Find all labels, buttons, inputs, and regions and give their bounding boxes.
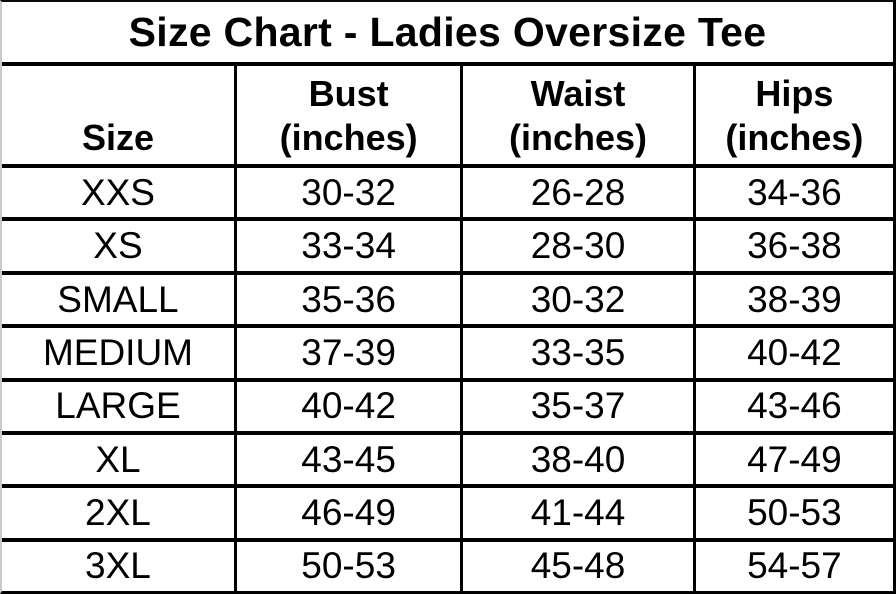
cell-waist: 35-37 [460,377,696,436]
cell-waist: 26-28 [460,166,696,222]
cell-bust: 40-42 [233,377,464,436]
table-row: XXS 30-32 26-28 34-36 [2,166,893,222]
cell-bust: 43-45 [233,431,464,489]
cell-hips: 40-42 [692,324,893,382]
cell-hips: 43-46 [692,377,893,436]
cell-size: XS [2,217,237,275]
cell-waist: 38-40 [460,431,696,489]
table-row: XL 43-45 38-40 47-49 [2,431,893,489]
cell-size: SMALL [2,270,237,329]
cell-hips: 38-39 [692,270,893,329]
cell-waist: 33-35 [460,324,696,382]
column-header-unit: (inches) [509,117,648,159]
cell-size: MEDIUM [2,324,237,382]
cell-bust: 35-36 [233,270,464,329]
table-row: MEDIUM 37-39 33-35 40-42 [2,324,893,382]
column-header-label: Waist [530,73,626,115]
table-row: 3XL 50-53 45-48 54-57 [2,537,893,591]
chart-title: Size Chart - Ladies Oversize Tee [2,2,893,66]
cell-hips: 34-36 [692,166,893,222]
column-header-label: Hips [755,73,834,115]
cell-bust: 50-53 [233,537,464,591]
cell-hips: 54-57 [692,537,893,591]
title-row: Size Chart - Ladies Oversize Tee [2,2,893,66]
table-row: XS 33-34 28-30 36-38 [2,217,893,275]
cell-bust: 46-49 [233,484,464,542]
table-row: 2XL 46-49 41-44 50-53 [2,484,893,542]
cell-bust: 37-39 [233,324,464,382]
column-header-hips: Hips (inches) [692,64,893,168]
cell-bust: 33-34 [233,217,464,275]
column-header-waist: Waist (inches) [460,64,696,168]
cell-bust: 30-32 [233,166,464,222]
cell-waist: 28-30 [460,217,696,275]
cell-hips: 50-53 [692,484,893,542]
cell-size: 3XL [2,537,237,591]
cell-size: LARGE [2,377,237,436]
table-row: SMALL 35-36 30-32 38-39 [2,270,893,329]
cell-hips: 36-38 [692,217,893,275]
table-body: XXS 30-32 26-28 34-36 XS 33-34 28-30 36-38 SMALL… [2,166,893,591]
column-header-label: Bust [308,73,389,115]
header-row: Size Bust (inches) Waist (inches) Hips (inches… [2,64,893,168]
cell-hips: 47-49 [692,431,893,489]
column-header-unit: (inches) [725,117,864,159]
cell-waist: 30-32 [460,270,696,329]
column-header-bust: Bust (inches) [233,64,464,168]
column-header-size: Size [2,64,237,168]
cell-waist: 45-48 [460,537,696,591]
column-header-unit: (inches) [279,117,418,159]
column-header-label: Size [81,117,154,159]
cell-waist: 41-44 [460,484,696,542]
cell-size: 2XL [2,484,237,542]
cell-size: XL [2,431,237,489]
cell-size: XXS [2,166,237,222]
table-row: LARGE 40-42 35-37 43-46 [2,377,893,436]
